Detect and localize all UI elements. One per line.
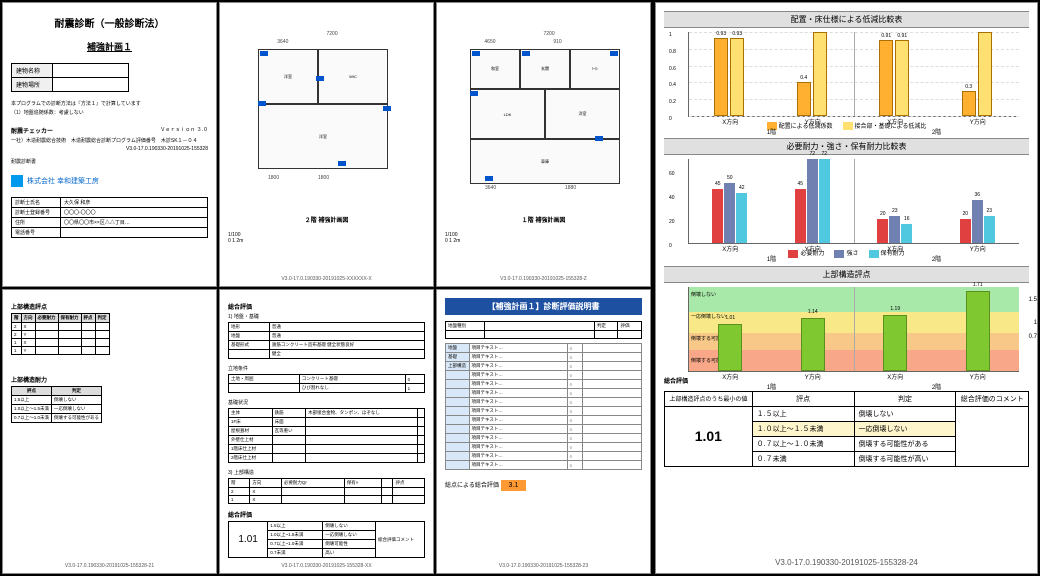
company-logo: 株式会社 幸和建築工房 — [11, 175, 208, 187]
checker-block: 耐震チェッカー Ｖｅｒｓｉｏｎ ３.０ 一社）木造耐震総合技術 木造耐震総合診断… — [11, 126, 208, 152]
page-plan-2f: 7200 3640 洋室 WIC 洋室 1800 1800 ２階 補強計画図 1… — [219, 2, 434, 287]
page-explanation: 【補強計画１】診断評価説明書 地盤種別判定評価 地盤項目テキスト…○基礎項目テキ… — [436, 289, 651, 574]
floor-plan-1f: 7200 4650 910 和室 玄関 ﾄｲﾚ LDK 洋室 車庫 3640 1… — [445, 31, 642, 211]
chart1: 00.20.40.60.810.930.93X方向0.4Y方向0.910.91X… — [688, 32, 1019, 117]
diagnostician-table: 診断士氏名大久保 和彦 診断士登録番号〇〇〇-〇〇〇 住所〇〇県〇〇市××区△△… — [11, 197, 208, 238]
detail-eval-table: 地盤項目テキスト…○基礎項目テキスト…○上部構造項目テキスト…○項目テキスト…○… — [445, 343, 642, 470]
doc-title: 耐震診断（一般診断法） — [11, 15, 208, 30]
result-badge: 3.1 — [501, 480, 527, 491]
upper-structure-table: 階方向必要耐力Qr保有×評点 2X 1X — [228, 478, 425, 504]
blue-header: 【補強計画１】診断評価説明書 — [445, 298, 642, 315]
result-ref-table: 評点判定1.5以上倒壊しない1.0以上～1.5未満一応倒壊しない0.7以上～1.… — [11, 386, 102, 423]
building-info-table: 建物名称 建物場所 — [11, 63, 129, 92]
final-eval-table: 上部構造評点のうち最小の値 評点 判定 総合評価のコメント 1.01１.５以上倒… — [664, 391, 1029, 467]
floor-plan-2f: 7200 3640 洋室 WIC 洋室 1800 1800 — [228, 31, 425, 211]
chart2: 0204060455042X方向457272Y方向202316X方向203623… — [688, 159, 1019, 244]
chart3-title: 上部構造評点 — [664, 266, 1029, 283]
page-cover: 耐震診断（一般診断法） 補強計画１ 建物名称 建物場所 本プログラムでの診断方法… — [2, 2, 217, 287]
chart1-title: 配置・床仕様による低減比較表 — [664, 11, 1029, 28]
chart3: 1.510.7倒壊しない一応倒壊しない倒壊する可能性がある倒壊する可能性が高い1… — [688, 287, 1019, 372]
page-structure-score: 上部構造評点 階方向必要耐力保有耐力評点判定2X2Y1X1Y 上部構造耐力 評点… — [2, 289, 217, 574]
ground-table: 地形普通地盤普通基礎形式鉄筋コンクリート造布基礎 健全状態良好健全 — [228, 322, 425, 359]
foundation-table: 主体鉄筋木部接合金物、タンポン、ほぞなし1F床床面屋根葺材瓦等重い外壁仕上材1階… — [228, 408, 425, 463]
final-score: 1.01 — [665, 406, 753, 466]
score-table: 階方向必要耐力保有耐力評点判定2X2Y1X1Y — [11, 313, 110, 355]
page-charts: 配置・床仕様による低減比較表 00.20.40.60.810.930.93X方向… — [655, 2, 1038, 574]
page-overall-eval: 総合評価 1) 地盤・基礎 地形普通地盤普通基礎形式鉄筋コンクリート造布基礎 健… — [219, 289, 434, 574]
logo-icon — [11, 175, 23, 187]
doc-subtitle: 補強計画１ — [11, 40, 208, 53]
eval-summary-table: 1.011.5以上倒壊しない総合評価コメント 1.0以上~1.5未満一応倒壊しな… — [228, 521, 425, 558]
site-table: 土地・周囲コンクリート基礎0ひび割れなし1 — [228, 374, 425, 393]
chart2-title: 必要耐力・強さ・保有耐力比較表 — [664, 138, 1029, 155]
page-plan-1f: 7200 4650 910 和室 玄関 ﾄｲﾚ LDK 洋室 車庫 3640 1… — [436, 2, 651, 287]
